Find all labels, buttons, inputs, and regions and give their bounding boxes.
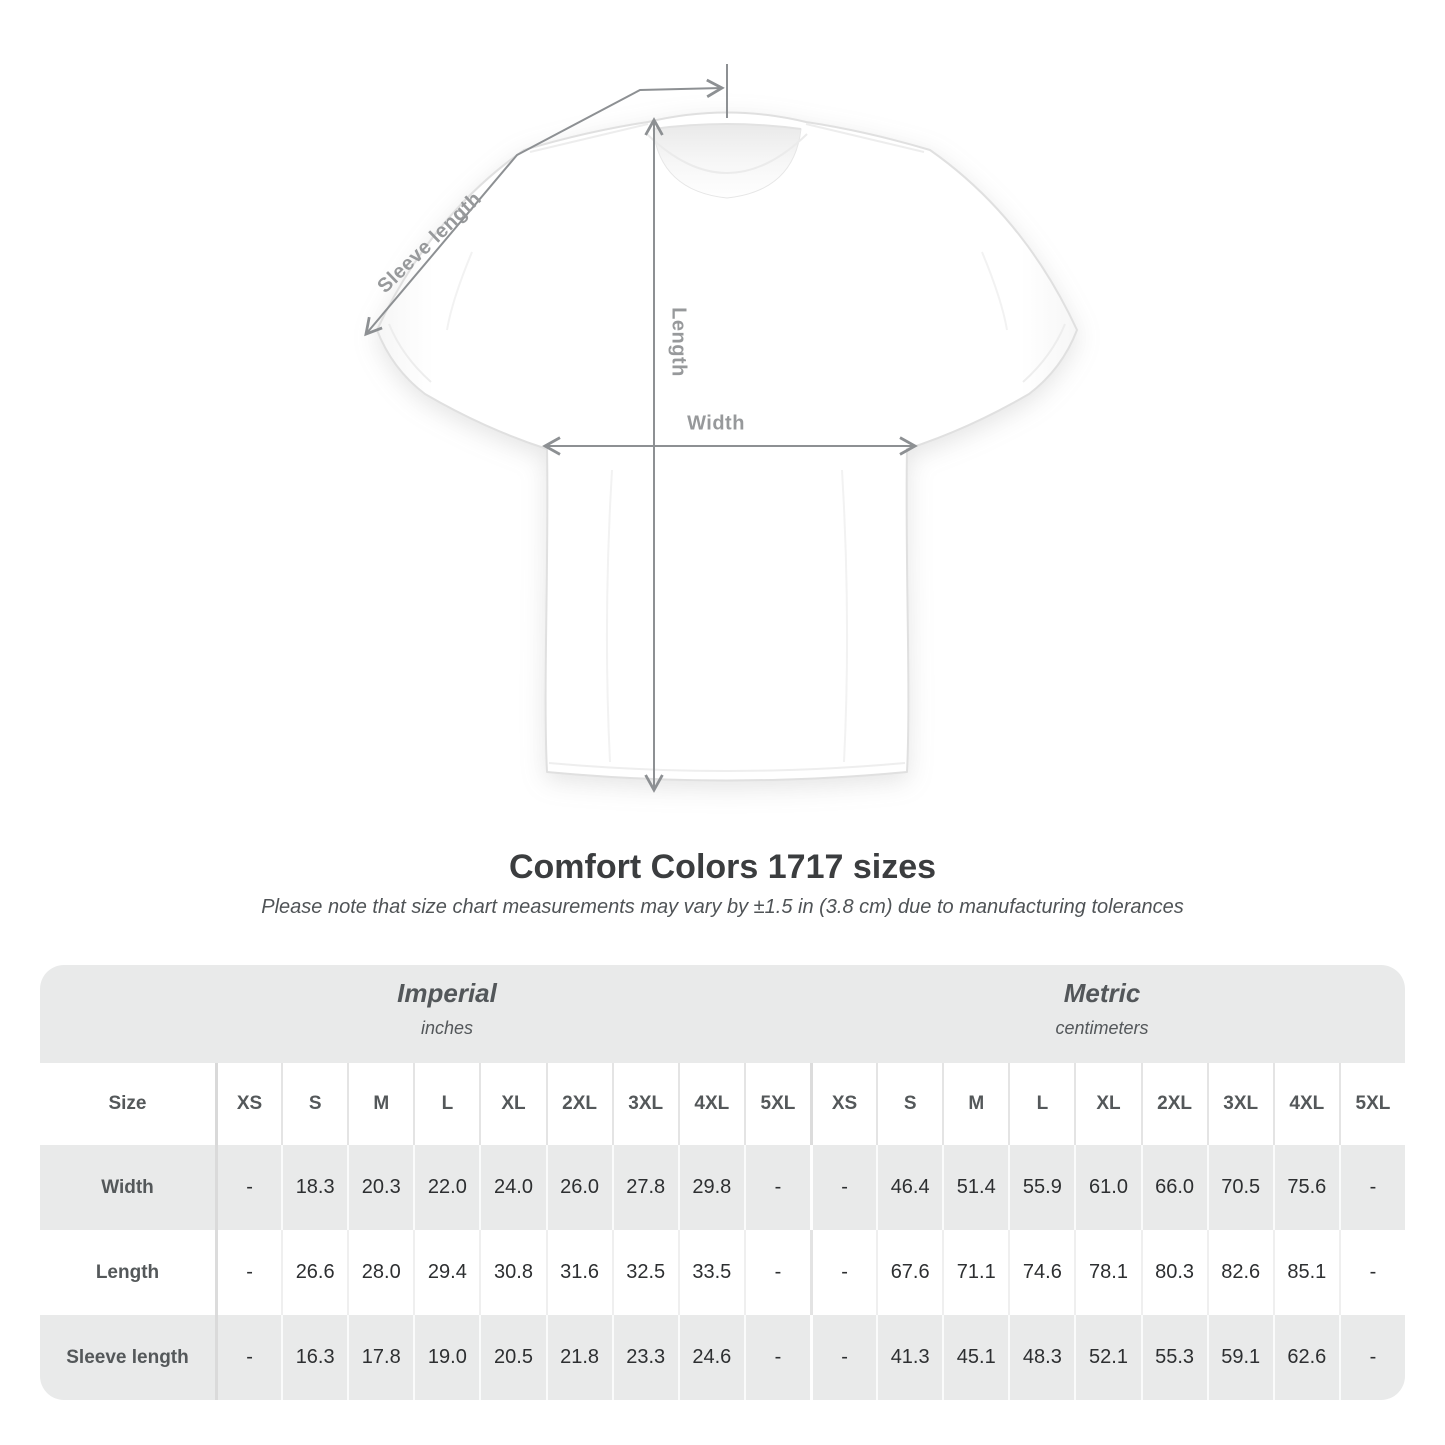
- measurement-cell: -: [1338, 1145, 1405, 1230]
- measurement-cell: 67.6: [876, 1230, 942, 1315]
- measurement-cell: 41.3: [876, 1315, 942, 1400]
- tshirt-diagram: [364, 64, 1078, 793]
- measurement-cell: 82.6: [1206, 1230, 1273, 1315]
- unit-header-metric: Metric centimeters: [1055, 978, 1148, 1039]
- measurement-cell: -: [810, 1315, 876, 1400]
- measurement-cell: -: [215, 1230, 281, 1315]
- size-column-header: XL: [479, 1063, 545, 1145]
- measurement-cell: 55.3: [1140, 1315, 1207, 1400]
- measurement-cell: 71.1: [942, 1230, 1008, 1315]
- page-title: Comfort Colors 1717 sizes: [508, 848, 937, 886]
- tolerance-note: Please note that size chart measurements…: [261, 896, 1184, 918]
- unit-header-band: Imperial inches Metric centimeters: [40, 965, 1405, 1063]
- size-column-header: 4XL: [1272, 1063, 1339, 1145]
- size-column-header: M: [347, 1063, 413, 1145]
- measurement-cell: -: [1338, 1230, 1405, 1315]
- measurement-cell: 52.1: [1074, 1315, 1140, 1400]
- size-chart-table: Imperial inches Metric centimeters Size …: [40, 965, 1405, 1400]
- metric-label: Metric: [1063, 978, 1141, 1008]
- table-row-width: Width -18.3 20.3 22.0 24.0 26.0 27.8 29.8- -46.…: [40, 1145, 1405, 1230]
- size-column-header: XS: [810, 1063, 876, 1145]
- measurement-cell: 66.0: [1140, 1145, 1207, 1230]
- measurement-cell: 23.3: [611, 1315, 678, 1400]
- measurement-cell: 46.4: [876, 1145, 942, 1230]
- size-column-header: XL: [1074, 1063, 1140, 1145]
- measurement-cell: 29.8: [677, 1145, 744, 1230]
- measurement-cell: 22.0: [413, 1145, 479, 1230]
- measurement-cell: 18.3: [281, 1145, 347, 1230]
- measurement-cell: 30.8: [479, 1230, 545, 1315]
- measurement-cell: 45.1: [942, 1315, 1008, 1400]
- size-column-header: M: [942, 1063, 1008, 1145]
- measurement-cell: 20.3: [347, 1145, 413, 1230]
- measurement-cell: 32.5: [611, 1230, 678, 1315]
- measurement-cell: 24.0: [479, 1145, 545, 1230]
- measurement-cell: -: [743, 1145, 810, 1230]
- size-column-header: 5XL: [743, 1063, 810, 1145]
- tshirt-fold-lines: [446, 251, 1008, 763]
- measurement-cell: 21.8: [545, 1315, 612, 1400]
- measurement-cell: 26.6: [281, 1230, 347, 1315]
- size-column-header: 3XL: [611, 1063, 678, 1145]
- size-column-header: 5XL: [1338, 1063, 1405, 1145]
- size-column-header: S: [876, 1063, 942, 1145]
- imperial-sublabel: inches: [420, 1018, 474, 1038]
- measurement-cell: 78.1: [1074, 1230, 1140, 1315]
- measurement-cell: 17.8: [347, 1315, 413, 1400]
- measurement-cell: 74.6: [1008, 1230, 1074, 1315]
- row-label-length: Length: [95, 1261, 160, 1283]
- measurement-cell: 48.3: [1008, 1315, 1074, 1400]
- tshirt-hem-seam: [548, 762, 906, 772]
- measurement-cell: -: [810, 1145, 876, 1230]
- size-column-header: 4XL: [677, 1063, 744, 1145]
- size-header-row: Size XS S M L XL 2XL 3XL 4XL 5XL XS S M L XL 2XL 3XL 4XL…: [40, 1063, 1405, 1145]
- row-label-sleeve-length: Sleeve length: [66, 1346, 189, 1368]
- size-column-header: S: [281, 1063, 347, 1145]
- row-label-width: Width: [101, 1176, 154, 1198]
- measurement-cell: -: [810, 1230, 876, 1315]
- measurement-cell: -: [743, 1315, 810, 1400]
- size-column-header: L: [1008, 1063, 1074, 1145]
- measurement-cell: 62.6: [1272, 1315, 1339, 1400]
- measurement-cell: 24.6: [677, 1315, 744, 1400]
- measurement-cell: -: [743, 1230, 810, 1315]
- measurement-cell: 85.1: [1272, 1230, 1339, 1315]
- measurement-cell: 19.0: [413, 1315, 479, 1400]
- measurement-cell: -: [215, 1315, 281, 1400]
- unit-header-imperial: Imperial inches: [397, 978, 497, 1039]
- measurement-cell: 16.3: [281, 1315, 347, 1400]
- measurement-cell: 29.4: [413, 1230, 479, 1315]
- measurement-cell: 33.5: [677, 1230, 744, 1315]
- width-label: Width: [687, 412, 745, 435]
- measurement-cell: 26.0: [545, 1145, 612, 1230]
- measurement-cell: 70.5: [1206, 1145, 1273, 1230]
- size-column-header: 2XL: [1140, 1063, 1207, 1145]
- measurement-cell: 61.0: [1074, 1145, 1140, 1230]
- metric-sublabel: centimeters: [1055, 1018, 1149, 1038]
- size-column-header: 3XL: [1206, 1063, 1273, 1145]
- measurement-cell: 27.8: [611, 1145, 678, 1230]
- measurement-cell: 59.1: [1206, 1315, 1273, 1400]
- measurement-cell: -: [215, 1145, 281, 1230]
- measurement-cell: 31.6: [545, 1230, 612, 1315]
- length-label: Length: [667, 307, 690, 377]
- measurement-cell: 55.9: [1008, 1145, 1074, 1230]
- measurement-cell: 80.3: [1140, 1230, 1207, 1315]
- table-row-length: Length -26.6 28.0 29.4 30.8 31.6 32.5 33.5- -67…: [40, 1230, 1405, 1315]
- measurement-cell: 20.5: [479, 1315, 545, 1400]
- sleeve-length-dimension-line: [364, 78, 725, 337]
- size-column-header: XS: [215, 1063, 281, 1145]
- size-column-header: L: [413, 1063, 479, 1145]
- measurement-cell: 75.6: [1272, 1145, 1339, 1230]
- size-column-header: 2XL: [545, 1063, 612, 1145]
- table-row-sleeve-length: Sleeve length -16.3 17.8 19.0 20.5 21.8 23.3 2…: [40, 1315, 1405, 1400]
- measurement-cell: 28.0: [347, 1230, 413, 1315]
- measurement-cell: -: [1338, 1315, 1405, 1400]
- measurement-cell: 51.4: [942, 1145, 1008, 1230]
- imperial-label: Imperial: [397, 978, 497, 1008]
- size-header-label: Size: [108, 1093, 147, 1114]
